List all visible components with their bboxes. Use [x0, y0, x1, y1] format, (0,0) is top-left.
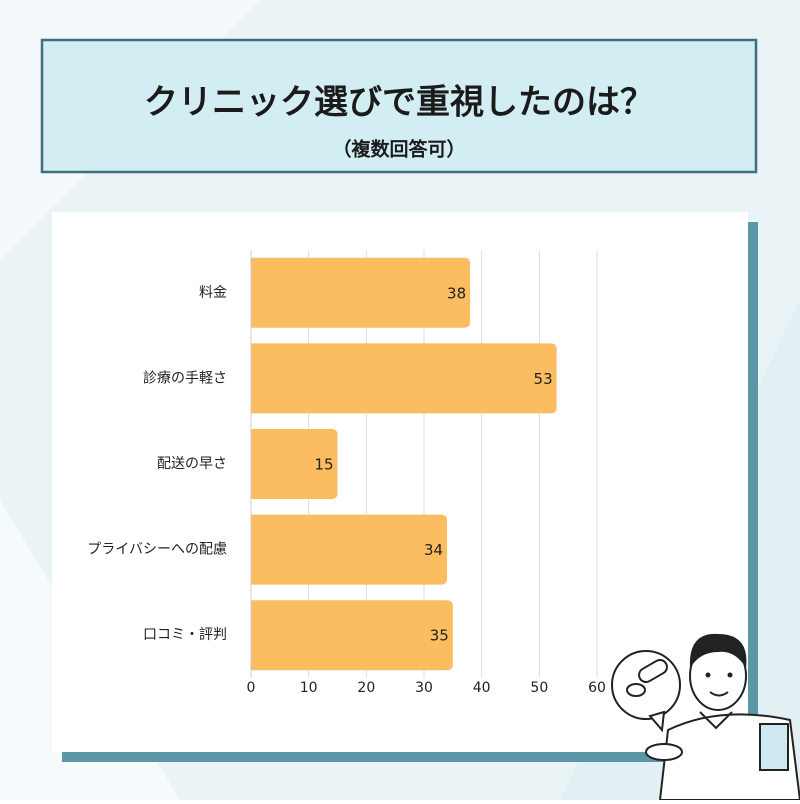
value-label: 38: [447, 284, 466, 302]
x-tick-label: 10: [300, 680, 318, 696]
x-tick-label: 60: [588, 680, 606, 696]
eye: [705, 672, 711, 678]
bar: [251, 257, 471, 328]
y-tick-label: 口コミ・評判: [143, 627, 227, 643]
hand: [645, 743, 683, 761]
value-label: 53: [534, 370, 553, 388]
bar: [251, 600, 453, 671]
x-tick-label: 40: [473, 680, 491, 696]
speech-bubble: [611, 650, 681, 720]
bar: [251, 514, 448, 585]
value-label: 15: [314, 456, 333, 474]
bubble-tail: [648, 710, 666, 733]
capsule: [638, 659, 668, 683]
x-tick-label: 30: [415, 680, 433, 696]
y-tick-label: 配送の早さ: [157, 456, 227, 472]
pill: [626, 683, 646, 697]
value-label: 34: [424, 541, 443, 559]
y-tick-label: 料金: [199, 285, 227, 301]
title-box: [40, 38, 758, 174]
y-tick-label: プライバシーへの配慮: [87, 542, 227, 558]
chart-title: クリニック選びで重視したのは？: [144, 83, 654, 123]
hair: [689, 633, 747, 668]
x-tick-label: 50: [530, 680, 548, 696]
illustration: [611, 633, 800, 801]
plot-area: 0 10 20 30 40 50 60 料金 38 診療の手軽さ 53 配送の早さ 15 プライバシーへの…: [87, 250, 606, 696]
bar: [251, 429, 338, 499]
chart-subtitle: （複数回答可）: [332, 138, 465, 161]
value-label: 35: [430, 627, 449, 645]
y-tick-label: 診療の手軽さ: [143, 369, 227, 386]
bar: [251, 343, 557, 414]
mouth: [709, 691, 729, 697]
glass: [759, 723, 789, 771]
x-tick-label: 20: [357, 680, 375, 696]
x-tick-label: 0: [247, 680, 256, 696]
eye: [727, 672, 733, 678]
collar: [699, 711, 733, 730]
